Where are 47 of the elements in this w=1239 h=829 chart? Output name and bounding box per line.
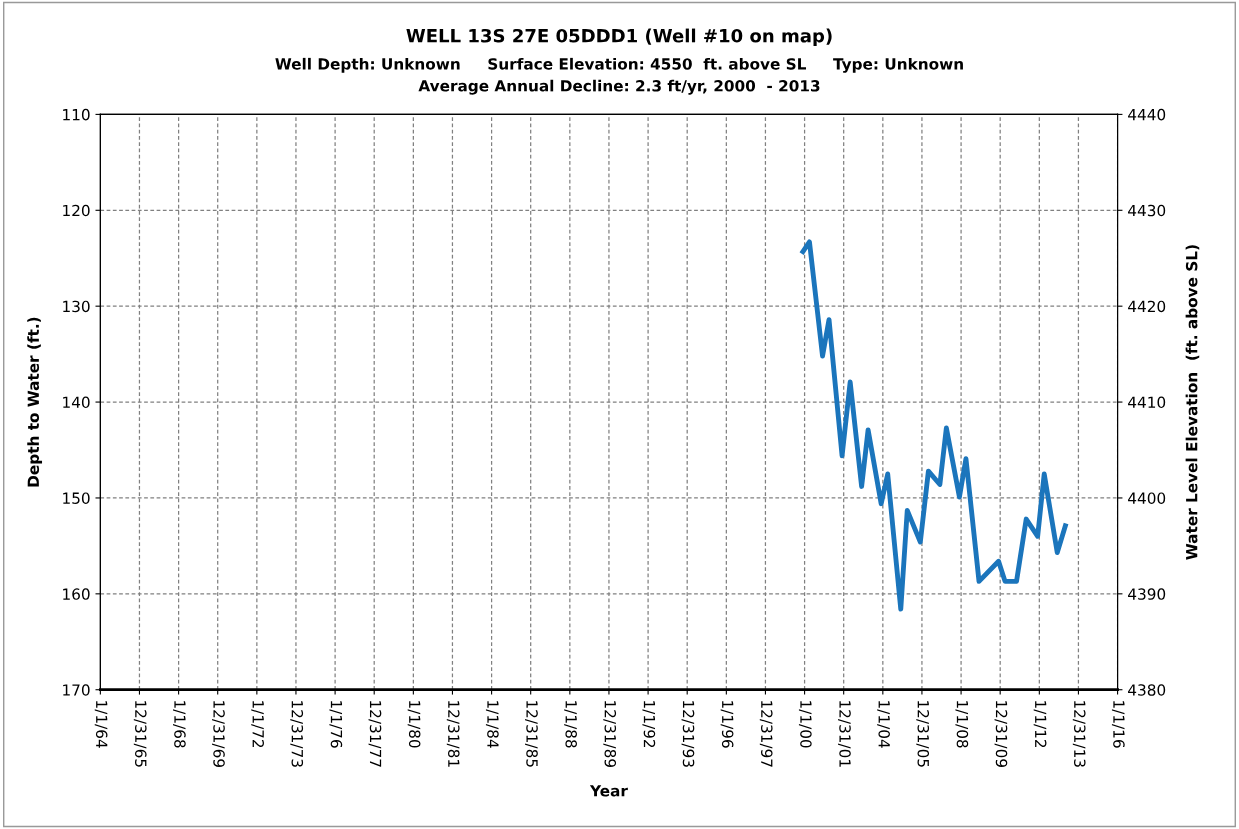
y2-axis-title: Water Level Elevation (ft. above SL) bbox=[1185, 245, 1200, 560]
x-tick-label: 12/31/09 bbox=[994, 701, 1008, 767]
x-tick-label: 12/31/01 bbox=[838, 701, 851, 767]
x-tick-label: 12/31/77 bbox=[368, 701, 382, 767]
chart-subtitle: Well Depth: Unknown Surface Elevation: 4550 ft. above SL Type: Unknown Average Annual Decline: 2.3 ft/yr, 2000 - 2013 bbox=[275, 57, 963, 95]
x-tick-label: 1/1/80 bbox=[407, 701, 421, 748]
y-tick-label: 120 bbox=[63, 204, 90, 217]
x-tick-label: 1/1/08 bbox=[955, 701, 969, 748]
x-tick-label: 1/1/00 bbox=[798, 701, 812, 748]
x-axis-title: Year bbox=[589, 785, 628, 797]
x-tick-label: 1/1/68 bbox=[172, 701, 186, 748]
x-tick-label: 1/1/76 bbox=[329, 701, 343, 748]
x-tick-label: 12/31/65 bbox=[133, 701, 147, 767]
line-series bbox=[800, 239, 1068, 612]
y2-tick-label: 4440 bbox=[1128, 108, 1166, 121]
x-tick-label: 12/31/05 bbox=[916, 701, 930, 767]
y-axis-title: Depth to Water (ft.) bbox=[27, 317, 43, 487]
y-tick-label: 140 bbox=[63, 396, 90, 409]
x-tick-label: 1/1/12 bbox=[1033, 701, 1047, 748]
x-tick-label: 12/31/73 bbox=[290, 701, 304, 767]
x-tick-label: 12/31/81 bbox=[446, 701, 460, 767]
x-tick-label: 12/31/97 bbox=[759, 701, 773, 767]
x-tick-label: 1/1/92 bbox=[642, 701, 656, 748]
x-tick-label: 12/31/93 bbox=[681, 701, 695, 767]
x-tick-label: 12/31/89 bbox=[603, 701, 617, 767]
y2-tick-label: 4410 bbox=[1128, 396, 1166, 409]
x-tick-label: 1/1/72 bbox=[251, 701, 264, 748]
x-tick-label: 1/1/04 bbox=[877, 701, 890, 748]
chart-title: WELL 13S 27E 05DDD1 (Well #10 on map) bbox=[406, 28, 832, 47]
y-tick-label: 110 bbox=[63, 108, 90, 121]
y2-tick-label: 4400 bbox=[1128, 492, 1166, 504]
x-tick-label: 1/1/84 bbox=[485, 701, 499, 748]
y2-tick-label: 4430 bbox=[1128, 204, 1166, 217]
x-tick-label: 12/31/85 bbox=[525, 701, 538, 767]
y2-tick-label: 4390 bbox=[1128, 588, 1166, 600]
x-tick-label: 1/1/88 bbox=[564, 701, 577, 748]
y-tick-label: 130 bbox=[63, 300, 90, 313]
y2-tick-label: 4420 bbox=[1128, 300, 1166, 313]
x-tick-label: 12/31/69 bbox=[212, 701, 225, 767]
y2-tick-label: 4380 bbox=[1128, 684, 1166, 696]
x-tick-label: 1/1/64 bbox=[94, 701, 108, 748]
x-tick-label: 1/1/96 bbox=[720, 701, 734, 748]
x-tick-label: 12/31/13 bbox=[1072, 701, 1086, 767]
y-tick-label: 150 bbox=[63, 492, 90, 504]
y-tick-label: 170 bbox=[63, 684, 90, 696]
x-tick-label: 1/1/16 bbox=[1111, 701, 1125, 748]
y-tick-label: 160 bbox=[63, 588, 90, 600]
